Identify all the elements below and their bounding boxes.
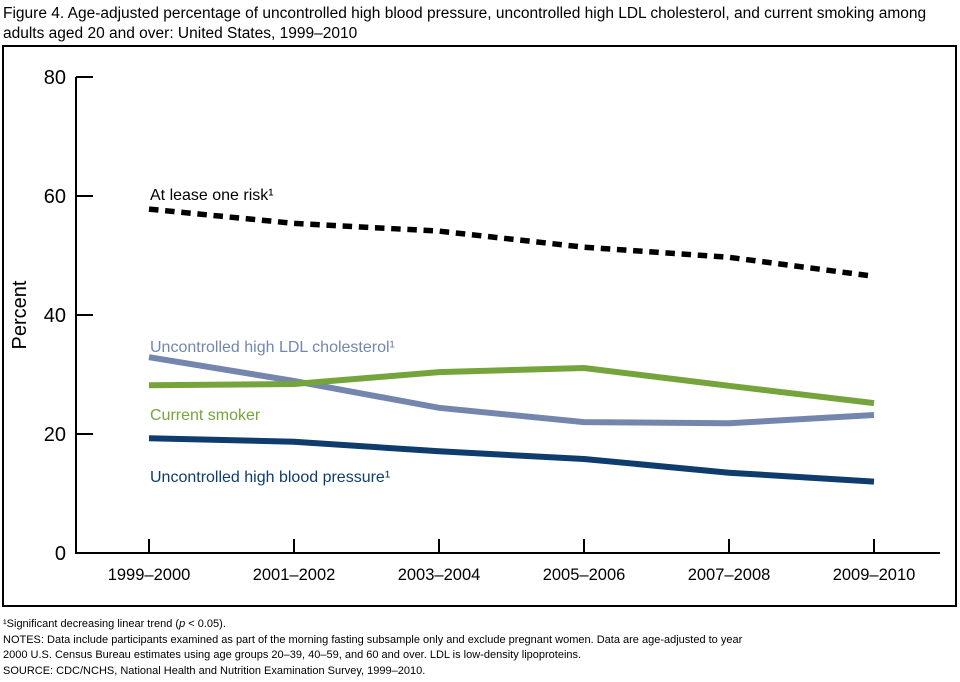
y-tick-label: 60 [44,186,66,208]
y-tick-label: 80 [44,67,66,89]
x-tick-label: 2003–2004 [398,566,481,584]
footnote-notes-line1: NOTES: Data include participants examine… [3,633,743,646]
x-tick-label: 2005–2006 [543,566,626,584]
x-tick-label: 2007–2008 [688,566,771,584]
x-tick-label: 2001–2002 [253,566,336,584]
x-tick-label: 1999–2000 [108,566,191,584]
series-label-2: Current smoker [150,407,261,424]
line-chart: 0 20 40 60 80 Percent 1999–2000 2001–2002 2003–2… [9,67,940,584]
footnote-p-symbol: p [179,618,186,630]
y-tick-label: 0 [55,543,66,565]
series-label-1: Uncontrolled high LDL cholesterol¹ [150,339,395,356]
axes [75,77,940,554]
series-line-2 [148,364,875,407]
series-line-0 [148,206,875,280]
footnote-source: SOURCE: CDC/NCHS, National Health and Nu… [3,664,426,677]
footnote-significance-text: ¹Significant decreasing linear trend ( [3,618,180,630]
footnote-significance-tail: < 0.05). [185,618,226,630]
series-line-3 [148,435,875,485]
series-line-1 [148,354,875,427]
y-axis-title: Percent [9,280,31,349]
figure-title: Figure 4. Age-adjusted percentage of unc… [3,5,927,42]
x-tick-label: 2009–2010 [833,566,916,584]
footnote-significance: ¹Significant decreasing linear trend (p … [3,617,955,633]
y-tick-label: 20 [44,424,66,446]
footnotes: ¹Significant decreasing linear trend (p … [3,617,955,679]
series-label-3: Uncontrolled high blood pressure¹ [150,469,390,486]
chart-frame: 0 20 40 60 80 Percent 1999–2000 2001–2002 2003–2… [2,45,957,607]
y-tick-label: 40 [44,305,66,327]
series-label-0: At lease one risk¹ [150,187,274,204]
footnote-notes-line2: 2000 U.S. Census Bureau estimates using … [3,649,582,661]
